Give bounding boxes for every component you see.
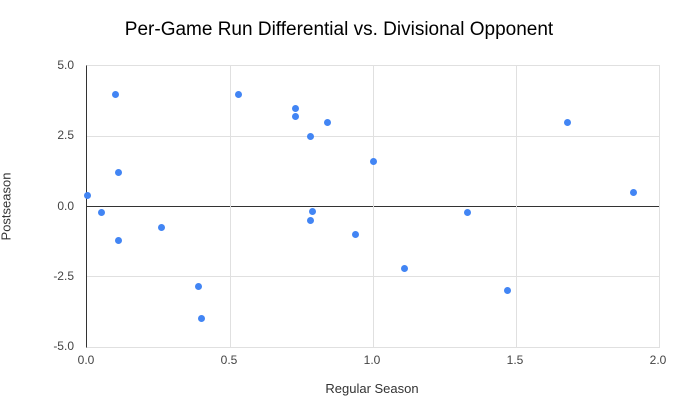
data-point[interactable] [97, 208, 105, 216]
data-point[interactable] [503, 287, 511, 295]
chart-title: Per-Game Run Differential vs. Divisional… [124, 19, 554, 40]
data-point[interactable] [195, 283, 203, 291]
x-tick-label: 2.0 [649, 353, 667, 367]
data-point[interactable] [235, 90, 243, 98]
data-point[interactable] [197, 315, 205, 323]
y-tick-label: -2.5 [53, 268, 74, 283]
x-tick-label: 1.0 [363, 353, 381, 367]
data-point[interactable] [114, 169, 122, 177]
x-axis-title: Regular Season [325, 381, 419, 396]
data-point[interactable] [306, 132, 314, 140]
data-point[interactable] [309, 207, 317, 215]
y-tick-label: 5.0 [57, 58, 74, 72]
data-point[interactable] [292, 113, 300, 121]
data-point[interactable] [323, 118, 331, 126]
vertical-gridline [372, 66, 374, 347]
vertical-gridline [229, 66, 231, 347]
data-point[interactable] [83, 191, 91, 199]
data-point[interactable] [292, 104, 300, 112]
y-tick-label: 0.0 [57, 198, 74, 213]
data-point[interactable] [112, 90, 120, 98]
data-point[interactable] [114, 236, 122, 244]
data-point[interactable] [369, 158, 377, 166]
plot-area [83, 65, 660, 348]
x-tick-label: 1.5 [506, 353, 524, 367]
data-point[interactable] [629, 188, 637, 196]
vertical-gridline [515, 66, 517, 347]
data-point[interactable] [157, 224, 165, 232]
data-point[interactable] [306, 217, 314, 225]
data-point[interactable] [352, 231, 360, 239]
data-point[interactable] [563, 118, 571, 126]
data-point[interactable] [463, 208, 471, 216]
y-tick-label: 2.5 [57, 128, 74, 143]
y-tick-label: -5.0 [53, 339, 74, 353]
x-tick-label: 0.5 [220, 353, 238, 367]
x-tick-label: 0.0 [77, 353, 95, 367]
data-point[interactable] [400, 264, 408, 272]
